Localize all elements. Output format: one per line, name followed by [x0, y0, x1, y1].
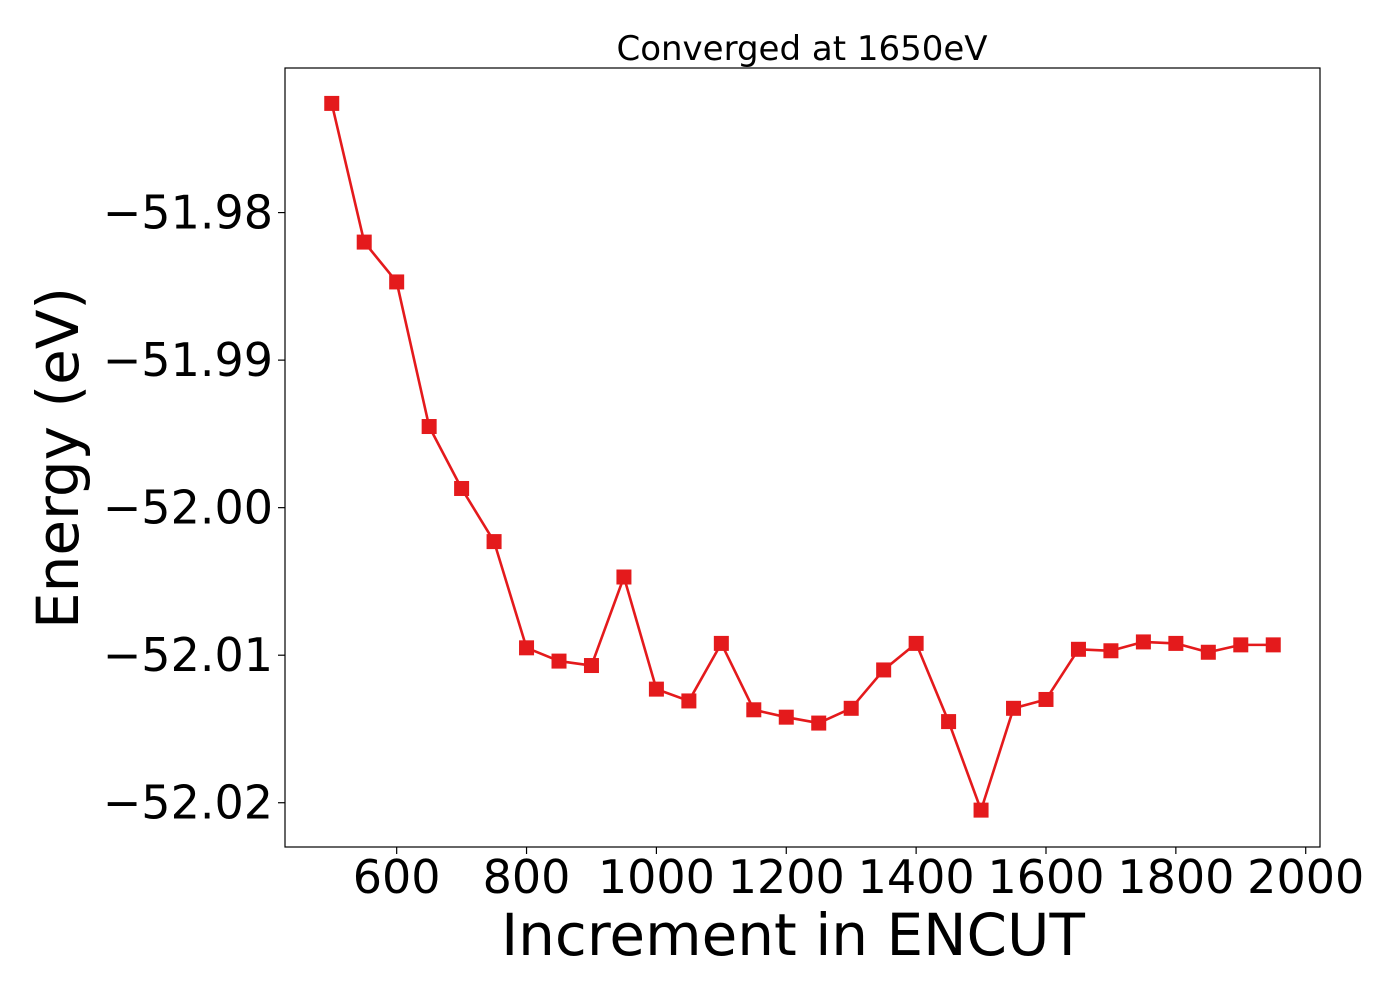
data-point [713, 635, 729, 651]
data-point [1103, 643, 1119, 659]
y-axis-label: Energy (eV) [24, 287, 92, 629]
data-point [681, 693, 697, 709]
x-tick-label: 2000 [1247, 850, 1364, 904]
chart-title: Converged at 1650eV [616, 29, 987, 69]
data-point [1265, 637, 1281, 653]
data-point [389, 274, 405, 290]
data-point [1070, 641, 1086, 657]
series-line [330, 103, 1274, 812]
data-point [843, 700, 859, 716]
data-point [1038, 691, 1054, 707]
x-tick-label: 1800 [1117, 850, 1234, 904]
x-tick-label: 1200 [728, 850, 845, 904]
data-point [811, 715, 827, 731]
data-point [616, 569, 632, 585]
data-point [1200, 644, 1216, 660]
data-point [1168, 635, 1184, 651]
data-point [1233, 637, 1249, 653]
data-point [876, 662, 892, 678]
data-point [908, 635, 924, 651]
y-tick-label: −51.98 [103, 186, 273, 240]
data-point [941, 714, 957, 730]
y-tick-label: −52.00 [103, 481, 273, 535]
data-point [486, 534, 502, 550]
x-tick-label: 1400 [858, 850, 975, 904]
y-tick-label: −52.02 [103, 776, 273, 830]
data-point [778, 709, 794, 725]
data-point [583, 658, 599, 674]
x-axis-label: Increment in ENCUT [501, 901, 1085, 969]
data-point [551, 653, 567, 669]
data-point [421, 419, 437, 435]
data-point [356, 234, 372, 250]
plot-frame [284, 67, 1321, 848]
y-tick-label: −51.99 [103, 333, 273, 387]
y-tick-label: −52.01 [103, 628, 273, 682]
data-point [519, 640, 535, 656]
x-tick-label: 600 [353, 850, 441, 904]
x-tick-label: 1000 [598, 850, 715, 904]
data-point [324, 95, 340, 111]
data-point [1006, 700, 1022, 716]
data-point [454, 480, 470, 496]
data-point [973, 802, 989, 818]
x-tick-label: 1600 [987, 850, 1104, 904]
data-point [1135, 634, 1151, 650]
data-point [746, 702, 762, 718]
data-point [648, 681, 664, 697]
x-tick-label: 800 [483, 850, 571, 904]
